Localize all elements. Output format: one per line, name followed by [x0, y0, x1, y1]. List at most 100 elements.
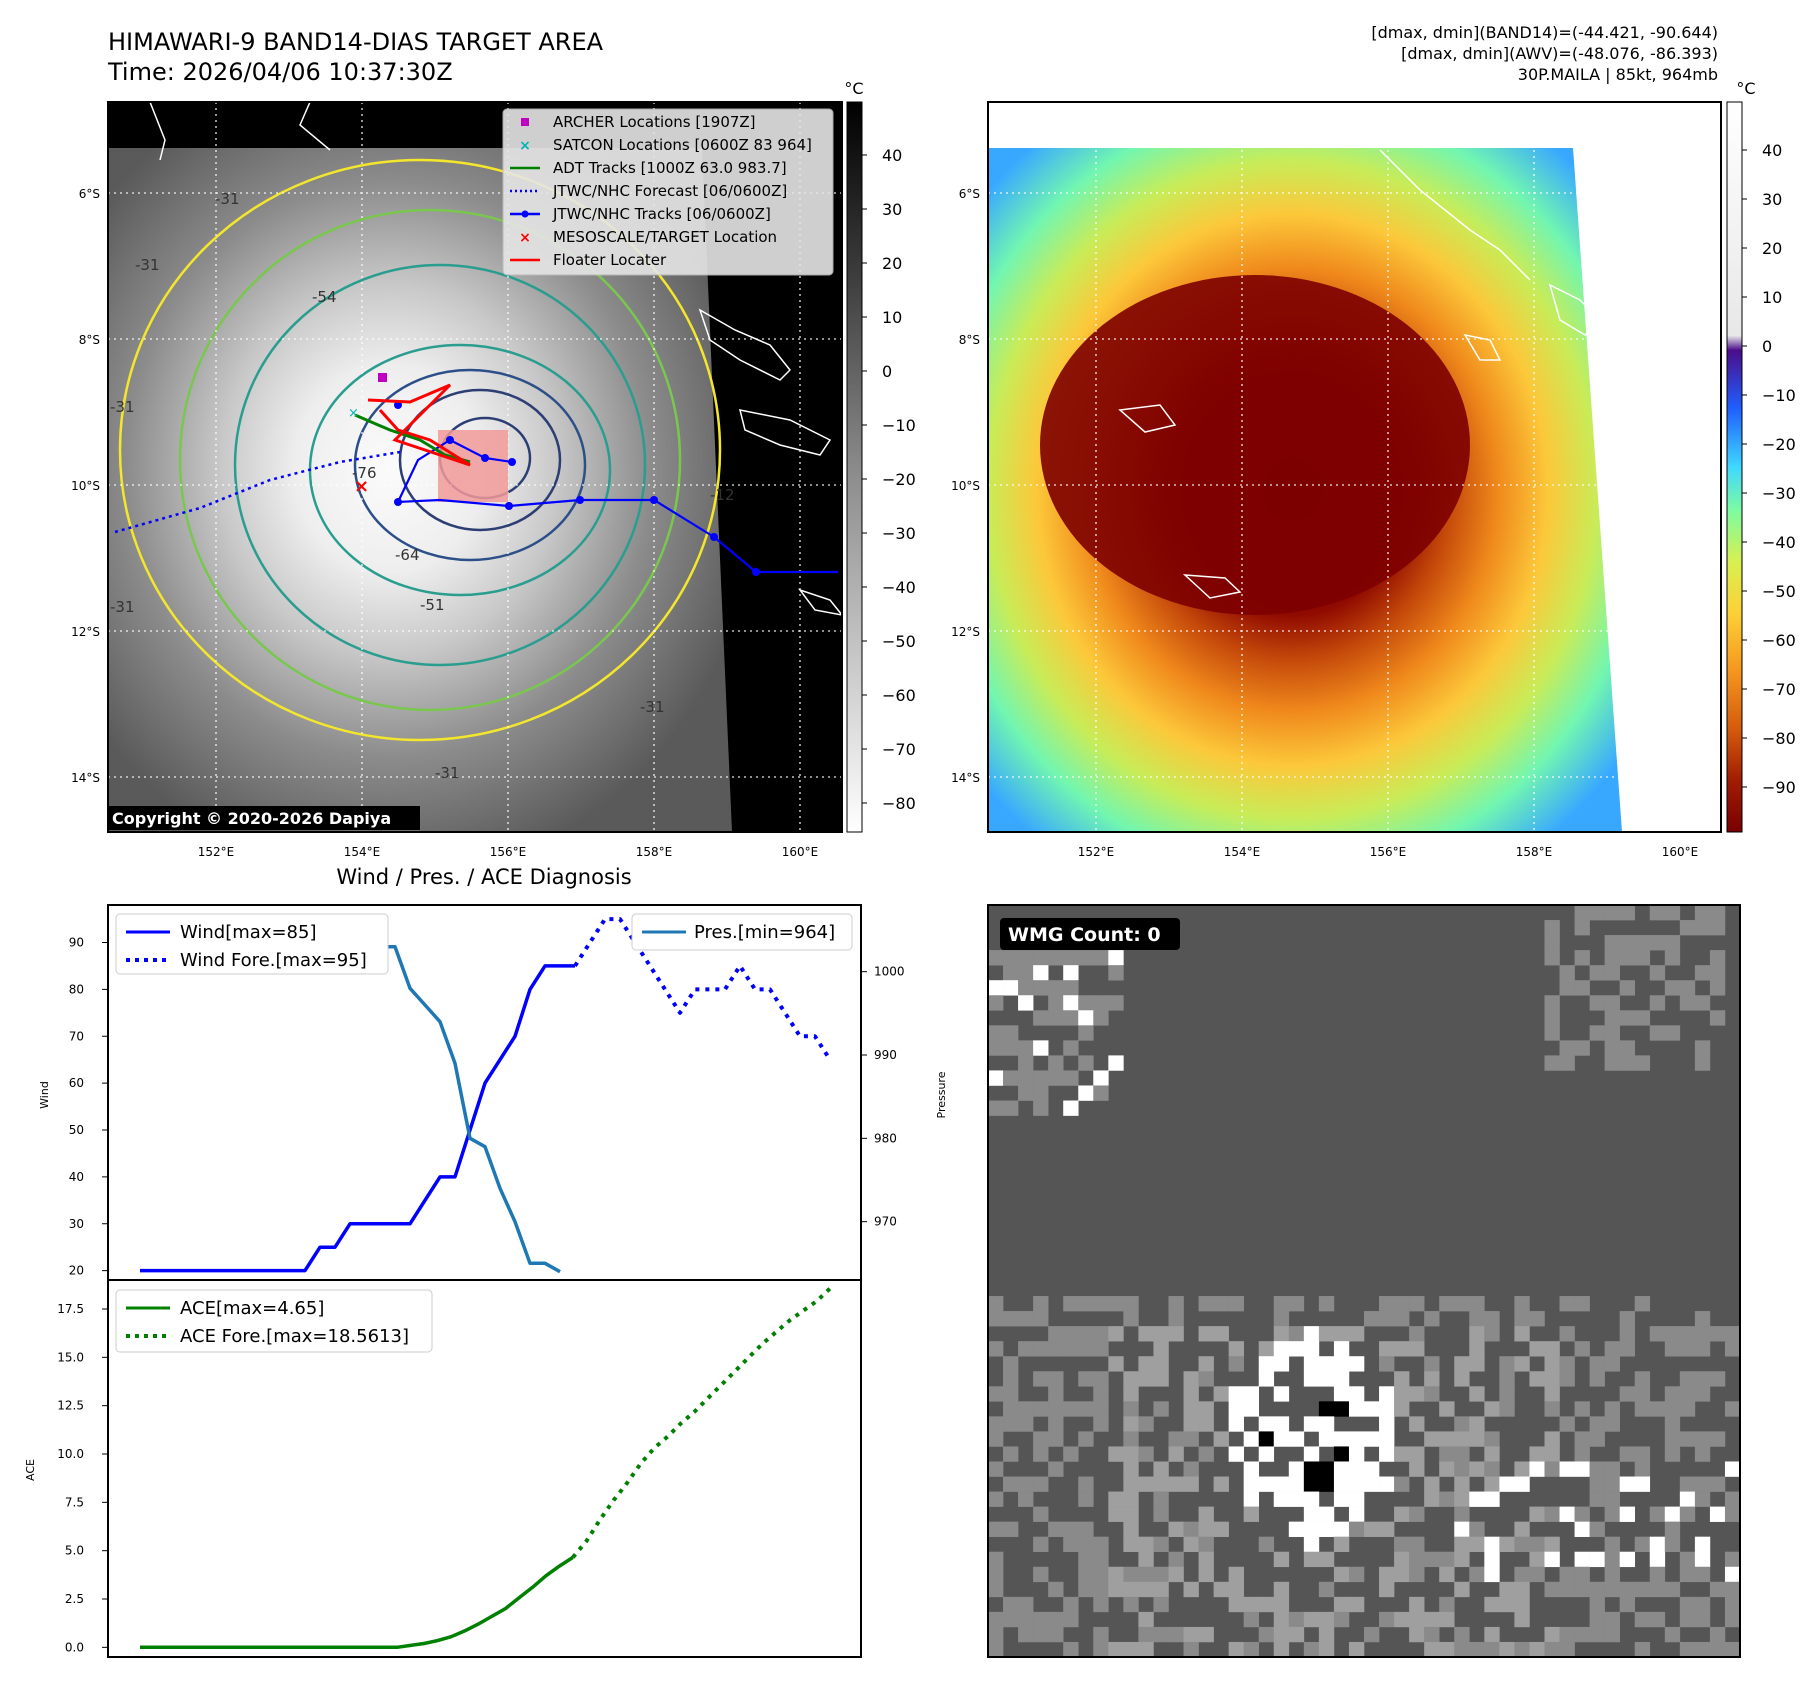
- wmg-cell: [1634, 1371, 1651, 1387]
- wmg-cell: [1709, 980, 1726, 996]
- ace-tick-label: 17.5: [57, 1302, 84, 1316]
- wmg-cell: [1078, 1521, 1094, 1537]
- wmg-cell: [1093, 1581, 1109, 1598]
- wind-tick-label: 90: [69, 936, 84, 950]
- wmg-cell: [1409, 1341, 1425, 1357]
- wmg-cell: [1063, 1536, 1079, 1553]
- legend-ace: ACE[max=4.65]: [180, 1298, 324, 1319]
- wmg-cell: [1724, 1461, 1741, 1477]
- wmg-cell: [1394, 1446, 1410, 1462]
- wmg-cell: [988, 1070, 1004, 1086]
- ace-tick-label: 7.5: [65, 1495, 84, 1509]
- lat-tick: 10°S: [71, 479, 100, 493]
- wmg-cell: [1303, 1446, 1320, 1462]
- wmg-cell: [1303, 1371, 1320, 1387]
- wmg-cell: [1258, 1431, 1275, 1447]
- contour-label: -31: [215, 190, 240, 208]
- legend-label: ADT Tracks [1000Z 63.0 983.7]: [553, 159, 787, 177]
- archer-marker: [378, 373, 387, 382]
- contour-label: -54: [312, 288, 337, 306]
- wmg-cell: [1574, 1040, 1590, 1056]
- wmg-cell: [1574, 980, 1590, 996]
- wmg-cell: [1499, 1356, 1515, 1372]
- wmg-cell: [1213, 1431, 1229, 1447]
- wmg-cell: [1544, 920, 1560, 936]
- wmg-cell: [1018, 1055, 1034, 1071]
- wmg-cell: [1333, 1341, 1350, 1357]
- wmg-cell: [1168, 1446, 1184, 1462]
- wmg-cell: [1138, 1581, 1154, 1598]
- wmg-cell: [1514, 1611, 1530, 1628]
- wmg-cell: [1454, 1521, 1470, 1537]
- wmg-cell: [1063, 1070, 1079, 1086]
- wmg-cell: [1694, 1040, 1711, 1056]
- wmg-cell: [1093, 1085, 1109, 1101]
- wmg-cell: [1484, 1566, 1500, 1583]
- legend-label: JTWC/NHC Tracks [06/0600Z]: [552, 205, 771, 223]
- legend-marker-x: ×: [519, 138, 531, 154]
- wmg-cell: [1484, 1311, 1500, 1327]
- wmg-cell: [1273, 1326, 1290, 1342]
- wmg-cell: [988, 1521, 1004, 1537]
- wind-legend: Wind[max=85] Wind Fore.[max=95]: [115, 913, 389, 975]
- wmg-cell: [1679, 1566, 1696, 1583]
- wmg-cell: [1033, 980, 1049, 996]
- wmg-cell: [1318, 1461, 1335, 1477]
- wmg-cell: [1003, 1070, 1019, 1086]
- wmg-cell: [1394, 1386, 1410, 1402]
- wmg-cell: [1544, 1461, 1560, 1477]
- wmg-cell: [988, 1641, 1004, 1658]
- wmg-cell: [1559, 1581, 1575, 1598]
- wmg-cell: [1694, 1536, 1711, 1553]
- wmg-cell: [1273, 1356, 1290, 1372]
- wmg-cell: [1604, 1401, 1620, 1417]
- contour-label: -31: [110, 398, 135, 416]
- wmg-cell: [1379, 1611, 1395, 1628]
- lat-tick: 10°S: [951, 479, 980, 493]
- ace-tick-label: 2.5: [65, 1592, 84, 1606]
- wmg-cell: [1108, 1055, 1124, 1071]
- wmg-cell: [1048, 980, 1064, 996]
- wmg-cell: [1469, 1326, 1485, 1342]
- wmg-cell: [1033, 1611, 1049, 1628]
- wmg-cell: [1364, 1476, 1380, 1492]
- wmg-cell: [1033, 1010, 1049, 1026]
- wmg-cell: [1454, 1356, 1470, 1372]
- wmg-cell: [1243, 1461, 1260, 1477]
- wmg-cell: [1243, 1401, 1260, 1417]
- wmg-cell: [1649, 1611, 1666, 1628]
- wmg-cell: [1484, 1551, 1500, 1568]
- wmg-cell: [1243, 1386, 1260, 1402]
- wmg-cell: [1424, 1356, 1440, 1372]
- wmg-cell: [1048, 1010, 1064, 1026]
- wmg-cell: [1559, 1626, 1575, 1643]
- wmg-cell: [1409, 1416, 1425, 1432]
- wmg-cell: [1063, 1296, 1079, 1312]
- wmg-cell: [1063, 1100, 1079, 1116]
- color-colorbar: °C 40 30 20 10 0 −10 −20 −30 −40 −50 −60 −70 −80 −90: [1726, 79, 1796, 833]
- wmg-cell: [1469, 1566, 1485, 1583]
- pressure-legend: Pres.[min=964]: [631, 913, 853, 951]
- wmg-cell: [1348, 1596, 1365, 1613]
- wmg-cell: [1033, 1626, 1049, 1643]
- wmg-cell: [988, 1566, 1004, 1583]
- lon-tick: 160°E: [1662, 845, 1699, 859]
- wmg-cell: [1228, 1296, 1244, 1312]
- wmg-cell: [1198, 1506, 1214, 1522]
- wmg-cell: [1243, 1431, 1260, 1447]
- wmg-cell: [1724, 1506, 1741, 1522]
- legend-marker-square: [521, 118, 529, 126]
- wmg-cell: [1724, 1551, 1741, 1568]
- wmg-cell: [1589, 1491, 1605, 1507]
- wmg-cell: [1243, 1506, 1260, 1522]
- wmg-cell: [1664, 1416, 1681, 1432]
- legend-label: SATCON Locations [0600Z 83 964]: [553, 136, 812, 154]
- wmg-cell: [1679, 1491, 1696, 1507]
- wmg-cell: [1138, 1476, 1154, 1492]
- wmg-cell: [1499, 1536, 1515, 1553]
- wmg-cell: [1694, 1551, 1711, 1568]
- wmg-cell: [988, 1461, 1004, 1477]
- wmg-cell: [1649, 965, 1666, 981]
- wmg-cell: [1303, 1341, 1320, 1357]
- lon-tick: 154°E: [344, 845, 381, 859]
